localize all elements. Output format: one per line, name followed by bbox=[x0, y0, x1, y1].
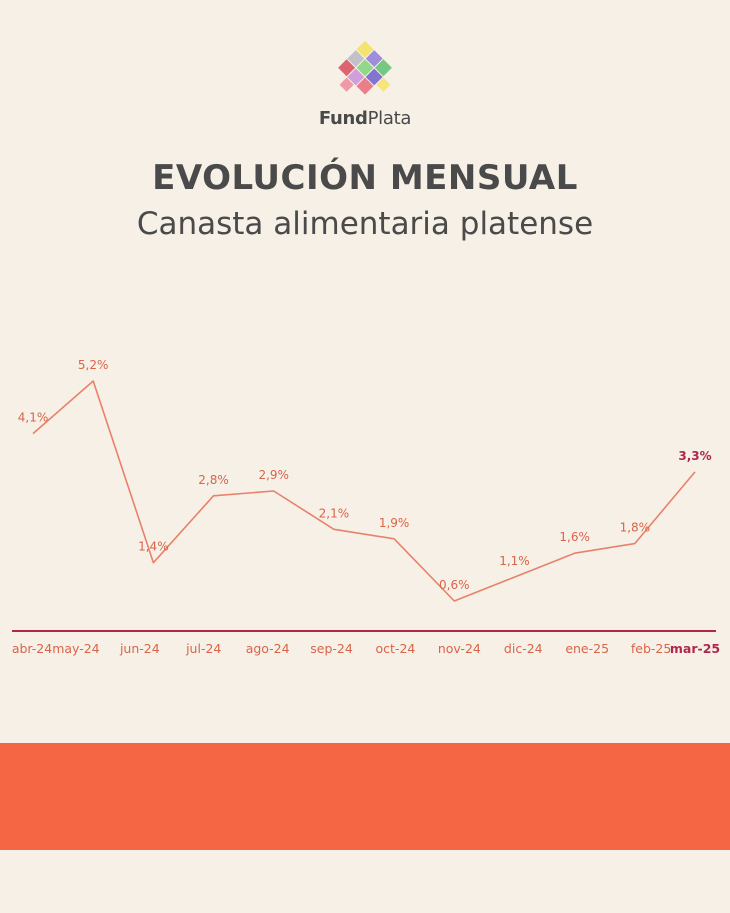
data-label-dic-24: 1,1% bbox=[499, 554, 530, 568]
x-tick-feb-25: feb-25 bbox=[631, 641, 671, 656]
line-chart: 4,1% abr-24 5,2% may-24 1,4% jun-24 2,8% jul-24… bbox=[12, 358, 720, 656]
brand-bold: Fund bbox=[318, 108, 368, 129]
x-tick-ene-25: ene-25 bbox=[565, 641, 609, 656]
x-tick-sep-24: sep-24 bbox=[310, 641, 353, 656]
data-label-ene-25: 1,6% bbox=[559, 530, 590, 544]
x-tick-oct-24: oct-24 bbox=[376, 641, 416, 656]
brand-light: Plata bbox=[367, 108, 412, 129]
x-tick-abr-24: abr-24 bbox=[12, 641, 52, 656]
page-title: EVOLUCIÓN MENSUAL bbox=[152, 158, 578, 198]
data-label-nov-24: 0,6% bbox=[439, 578, 470, 592]
brand-name: FundPlata bbox=[0, 108, 730, 129]
logo-mark-icon bbox=[338, 40, 392, 95]
data-label-feb-25: 1,8% bbox=[620, 521, 651, 535]
data-label-abr-24: 4,1% bbox=[18, 411, 49, 425]
x-tick-dic-24: dic-24 bbox=[504, 641, 543, 656]
data-label-may-24: 5,2% bbox=[78, 358, 109, 372]
x-tick-jul-24: jul-24 bbox=[185, 641, 221, 656]
data-label-oct-24: 1,9% bbox=[379, 516, 410, 530]
x-tick-nov-24: nov-24 bbox=[438, 641, 481, 656]
data-label-jun-24: 1,4% bbox=[138, 540, 169, 554]
x-tick-ago-24: ago-24 bbox=[246, 641, 290, 656]
data-label-jul-24: 2,8% bbox=[198, 473, 229, 487]
footer-band bbox=[0, 743, 730, 850]
series-line bbox=[32, 380, 696, 602]
x-tick-may-24: may-24 bbox=[52, 641, 99, 656]
data-label-ago-24: 2,9% bbox=[258, 468, 289, 482]
x-tick-mar-25: mar-25 bbox=[670, 641, 720, 656]
data-label-sep-24: 2,1% bbox=[319, 506, 350, 520]
page-subtitle: Canasta alimentaria platense bbox=[136, 206, 594, 242]
data-label-mar-25: 3,3% bbox=[678, 449, 711, 463]
logo: FundPlata bbox=[0, 40, 730, 129]
x-tick-jun-24: jun-24 bbox=[119, 641, 160, 656]
